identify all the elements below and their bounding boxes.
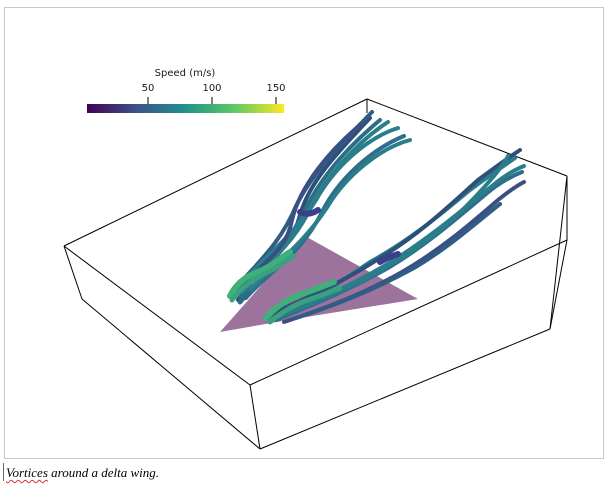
text-cursor [3,463,4,481]
figure-frame [4,7,604,459]
box-edge [63,245,251,386]
box-edge [259,328,551,450]
colorbar-title: Speed (m/s) [154,68,216,79]
colorbar-tick-label: 150 [266,83,286,94]
vortex-right [263,148,526,325]
vortex-visualization [63,97,568,450]
box-edge [549,175,568,330]
figure-caption[interactable]: Vortices around a delta wing. [6,465,159,481]
box-edge [249,384,261,450]
colorbar [87,104,284,113]
caption-text: around a delta wing. [47,465,159,480]
bounding-box [63,98,568,450]
box-edge [81,298,261,450]
box-edge [249,239,568,386]
colorbar-tick-label: 50 [141,83,155,94]
caption-misspelled-word: Vortices [6,465,48,480]
box-edge [63,245,83,300]
vortex-left [227,110,412,305]
box-edge [549,239,568,330]
box-edge [63,98,368,247]
box-edge [366,98,568,177]
colorbar-tick-label: 100 [202,83,222,94]
delta-wing [220,236,418,332]
